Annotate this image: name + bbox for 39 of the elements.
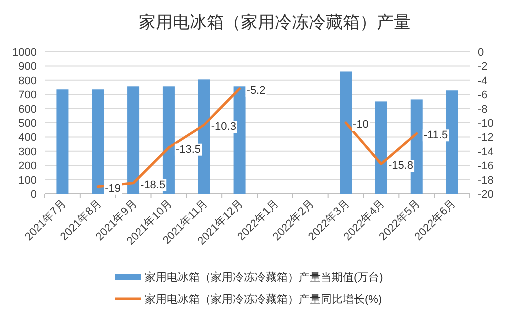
y2-tick-label: -8 (478, 104, 488, 116)
y2-tick-label: -2 (478, 61, 488, 74)
y-tick-label: 200 (18, 160, 37, 173)
data-label: -19 (105, 182, 122, 195)
y-tick-label: 1000 (12, 47, 37, 59)
y2-tick-label: -20 (478, 189, 494, 201)
chart-title: 家用电冰箱（家用冷冻冷藏箱）产量 (139, 13, 411, 32)
y-tick-label: 100 (18, 174, 37, 187)
y-tick-label: 900 (18, 61, 37, 74)
y2-tick-label: -16 (478, 160, 494, 173)
bar (446, 90, 458, 194)
y-tick-label: 700 (18, 90, 37, 102)
bar (375, 102, 388, 194)
data-label: -10.3 (211, 121, 236, 134)
y2-tick-label: -10 (478, 118, 494, 130)
bar (340, 72, 352, 194)
y2-tick-label: -12 (478, 132, 494, 144)
data-label: -10 (353, 119, 369, 131)
y-tick-label: 800 (18, 75, 37, 88)
bar (128, 86, 140, 194)
data-label: -5.2 (246, 84, 266, 97)
data-label: -18.5 (140, 179, 166, 192)
y-tick-label: 400 (18, 132, 37, 144)
legend-label: 家用电冰箱（家用冷冻冷藏箱）产量当期值(万台) (145, 271, 384, 284)
bar (92, 90, 104, 194)
data-label: -15.8 (388, 160, 414, 172)
bar (56, 90, 69, 194)
y2-tick-label: -6 (478, 90, 488, 102)
y2-tick-label: -4 (478, 75, 488, 88)
data-label: -13.5 (176, 144, 202, 156)
y-tick-label: 0 (30, 189, 37, 201)
y2-tick-label: 0 (478, 47, 484, 59)
y2-tick-label: -18 (478, 174, 494, 187)
y-tick-label: 600 (18, 104, 37, 116)
data-label: -11.5 (424, 130, 448, 142)
y2-tick-label: -14 (478, 146, 494, 158)
y-tick-label: 500 (18, 118, 37, 130)
y-tick-label: 300 (18, 146, 37, 158)
legend-label: 家用电冰箱（家用冷冻冷藏箱）产量同比增长(%) (145, 293, 382, 306)
